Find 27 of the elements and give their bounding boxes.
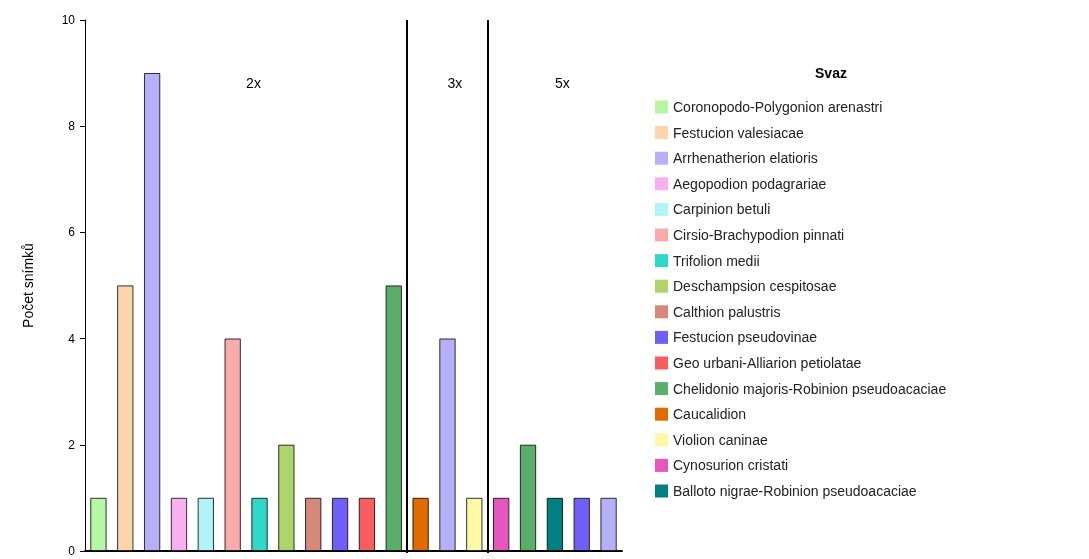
- legend-label: Caucalidion: [673, 406, 747, 423]
- annotation: 5x: [554, 75, 570, 91]
- legend-label: Festucion valesiacae: [673, 124, 804, 141]
- legend-label: Chelidonio majoris-Robinion pseudoacaciae: [673, 380, 947, 397]
- legend-label: Geo urbani-Alliarion petiolatae: [673, 355, 862, 371]
- y-tick-label: 2: [68, 437, 76, 452]
- legend-label: Trifolion medii: [673, 252, 760, 269]
- legend-label: Arrhenatherion elatioris: [673, 150, 818, 167]
- y-tick-label: 6: [68, 225, 76, 240]
- legend-label: Balloto nigrae-Robinion pseudoacaciae: [673, 483, 917, 499]
- legend-label: Calthion palustris: [673, 303, 781, 320]
- legend-label: Deschampsion cespitosae: [673, 278, 837, 295]
- y-tick-label: 0: [68, 544, 76, 558]
- legend-label: Carpinion betuli: [673, 201, 771, 218]
- annotation: 2x: [246, 75, 261, 91]
- legend-title: Svaz: [814, 65, 847, 81]
- y-tick-label: 8: [68, 119, 76, 134]
- annotation: 3x: [447, 75, 463, 91]
- legend-label: Violion caninae: [673, 431, 768, 448]
- legend-label: Cynosurion cristati: [673, 457, 789, 474]
- legend-label: Aegopodion podagrariae: [673, 175, 827, 192]
- legend-label: Coronopodo-Polygonion arenastri: [673, 99, 883, 115]
- legend-label: Cirsio-Brachypodion pinnati: [673, 227, 845, 243]
- y-axis-title: Počet snímků: [20, 243, 36, 328]
- legend-label: Festucion pseudovinae: [673, 329, 818, 346]
- y-tick-label: 4: [68, 331, 76, 346]
- y-tick-label: 10: [61, 13, 76, 27]
